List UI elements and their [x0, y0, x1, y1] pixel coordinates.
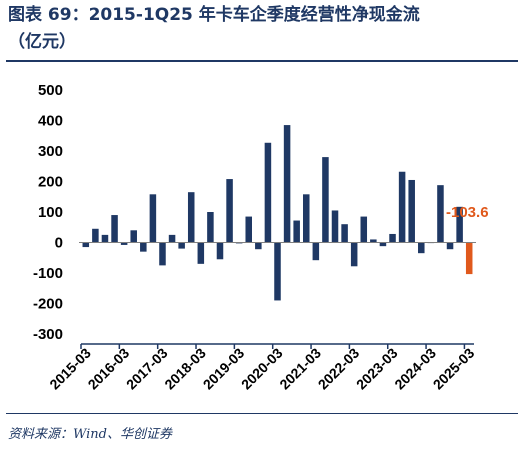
bar — [197, 242, 205, 264]
bar — [159, 242, 166, 266]
x-tick-label: 2018-03 — [161, 345, 209, 393]
bar — [360, 216, 368, 243]
bar-chart: -300 -200 -100 0 100 200 300 400 500 2015-032016… — [33, 82, 489, 393]
bar — [456, 206, 463, 243]
bar — [178, 242, 185, 249]
bar — [370, 239, 377, 243]
bar-highlight — [465, 242, 473, 275]
x-tick-label: 2021-03 — [276, 345, 324, 393]
y-axis: -300 -200 -100 0 100 200 300 400 500 — [33, 82, 63, 343]
bar-series — [82, 125, 473, 301]
bar — [187, 192, 195, 243]
bar — [207, 212, 214, 243]
y-tick-label: 500 — [38, 82, 63, 99]
bar — [111, 215, 118, 243]
y-tick-label: 400 — [38, 113, 63, 130]
bar — [293, 220, 300, 243]
bar — [379, 242, 387, 247]
bar — [322, 157, 329, 243]
y-tick-label: -200 — [33, 296, 63, 313]
y-tick-label: -300 — [33, 326, 63, 343]
source-divider — [6, 413, 518, 414]
chart-title-line-1: 图表 69：2015-1Q25 年卡车企季度经营性净现金流 — [8, 5, 420, 25]
y-tick-label: 200 — [38, 174, 63, 191]
title-divider — [6, 60, 518, 62]
bar — [312, 242, 320, 261]
bar — [341, 224, 348, 243]
bar — [418, 242, 425, 254]
x-tick-label: 2022-03 — [315, 345, 363, 393]
bar — [120, 242, 128, 245]
y-tick-label: 100 — [38, 204, 63, 221]
bar — [101, 234, 109, 243]
bar — [408, 179, 415, 243]
x-tick-label: 2025-03 — [430, 345, 478, 393]
bar — [303, 194, 310, 243]
x-tick-label: 2023-03 — [353, 345, 401, 393]
bar — [255, 242, 262, 250]
bar — [130, 230, 137, 243]
source-note: 资料来源：Wind、华创证券 — [8, 427, 172, 442]
bar — [92, 228, 99, 243]
bar — [331, 210, 339, 243]
y-tick-label: 300 — [38, 143, 63, 160]
x-tick-label: 2024-03 — [391, 345, 439, 393]
bar — [216, 242, 224, 260]
chart-title-line-2: （亿元） — [8, 32, 76, 52]
bar — [226, 179, 233, 243]
chart-title: 图表 69：2015-1Q25 年卡车企季度经营性净现金流 （亿元） — [8, 2, 518, 56]
bar — [264, 142, 272, 243]
bar — [274, 242, 281, 301]
y-tick-label: 0 — [55, 235, 63, 252]
x-tick-label: 2015-03 — [46, 345, 94, 393]
bar — [82, 242, 90, 248]
bar — [350, 242, 358, 267]
bar — [149, 194, 157, 243]
bar — [437, 185, 444, 243]
y-tick-label: -100 — [33, 265, 63, 282]
bar — [398, 171, 406, 243]
x-tick-label: 2016-03 — [85, 345, 133, 393]
x-tick-label: 2019-03 — [200, 345, 248, 393]
bar — [168, 234, 176, 243]
bar — [283, 125, 291, 243]
bar — [140, 242, 147, 252]
bar — [446, 242, 454, 250]
x-tick-label: 2017-03 — [123, 345, 171, 393]
x-axis: 2015-032016-032017-032018-032019-032020-… — [46, 343, 478, 393]
bar — [245, 216, 252, 243]
x-tick-label: 2020-03 — [238, 345, 286, 393]
last-value-label: -103.6 — [446, 204, 489, 221]
bar — [389, 233, 396, 243]
